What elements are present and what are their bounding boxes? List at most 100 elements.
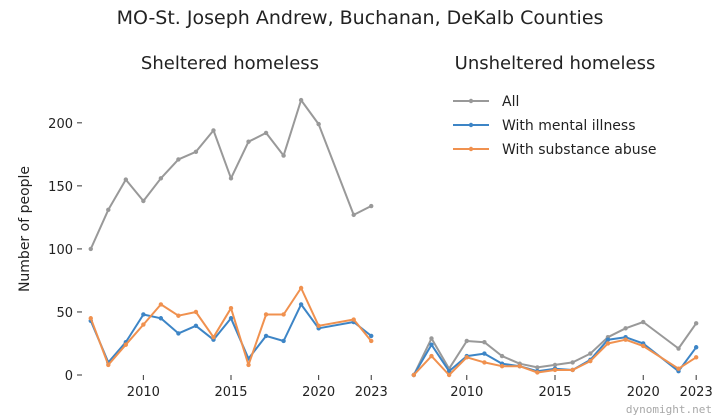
data-point — [482, 360, 487, 365]
data-point — [158, 176, 164, 181]
series-line — [413, 338, 697, 376]
data-point — [464, 338, 469, 344]
data-point — [641, 343, 646, 349]
data-point — [176, 157, 181, 162]
data-point — [281, 338, 286, 344]
x-tick-label: 2020 — [302, 385, 335, 400]
y-tick-label: 0 — [65, 369, 73, 384]
data-point — [570, 360, 575, 365]
series-line — [89, 303, 372, 364]
data-point — [176, 313, 181, 318]
x-tick-label: 2010 — [450, 385, 483, 400]
data-point — [141, 312, 146, 317]
data-point — [588, 351, 593, 356]
data-point — [281, 312, 286, 317]
data-point — [228, 316, 234, 321]
data-point — [263, 333, 269, 339]
y-tick-label: 50 — [56, 306, 73, 321]
panel-0: 2010 2015 2020 2023 0 50 100 150 200 — [48, 97, 388, 400]
x-tick-label: 2015 — [538, 385, 571, 400]
data-point — [246, 139, 251, 144]
chart-title: MO-St. Joseph Andrew, Buchanan, DeKalb C… — [117, 7, 604, 29]
x-tick-label: 2015 — [214, 385, 247, 400]
legend-swatch-point — [468, 98, 474, 104]
data-point — [123, 177, 129, 182]
data-point — [605, 337, 611, 342]
data-point — [605, 341, 611, 346]
data-point — [246, 362, 251, 368]
data-point — [211, 128, 216, 133]
data-point — [429, 353, 434, 359]
data-point — [482, 351, 487, 356]
data-point — [193, 149, 199, 155]
data-point — [141, 322, 146, 327]
data-point — [693, 345, 699, 350]
data-point — [429, 342, 434, 347]
data-point — [106, 362, 111, 368]
data-point — [517, 363, 522, 369]
data-point — [228, 176, 234, 181]
data-point — [482, 340, 487, 345]
data-point — [88, 246, 93, 252]
data-point — [228, 305, 234, 311]
panel-title-unsheltered: Unsheltered homeless — [455, 53, 656, 74]
x-tick-label: 2010 — [127, 385, 160, 400]
data-point — [588, 358, 593, 364]
data-point — [158, 316, 164, 321]
chart-marks: 2010 2015 2020 2023 0 50 100 150 200 2010 2015 2020… — [48, 97, 713, 400]
x-tick-label: 2020 — [627, 385, 660, 400]
data-point — [298, 302, 304, 307]
data-point — [570, 367, 575, 373]
legend-swatch-point — [468, 146, 474, 152]
panel-1: 2010 2015 2020 2023 — [411, 319, 713, 400]
data-point — [351, 317, 356, 322]
y-tick-label: 200 — [48, 117, 73, 132]
data-point — [263, 312, 269, 317]
legend-label: With substance abuse — [502, 142, 657, 158]
data-point — [552, 362, 558, 368]
legend-swatch-point — [468, 122, 474, 128]
data-point — [298, 285, 304, 291]
data-point — [499, 353, 505, 359]
data-point — [464, 355, 469, 360]
data-point — [693, 355, 699, 360]
data-point — [676, 366, 681, 371]
series-line — [89, 99, 372, 250]
series-line — [89, 287, 372, 366]
data-point — [158, 302, 164, 307]
data-point — [369, 203, 374, 209]
data-point — [123, 342, 129, 347]
data-point — [211, 334, 216, 340]
data-point — [499, 363, 505, 369]
series-line — [412, 321, 698, 376]
data-point — [351, 212, 356, 218]
data-point — [411, 372, 417, 378]
data-point — [535, 370, 540, 375]
data-point — [193, 309, 199, 315]
data-point — [623, 337, 628, 342]
data-point — [552, 367, 558, 373]
data-point — [535, 365, 540, 370]
data-point — [176, 331, 181, 336]
legend: All With mental illness With substance abu… — [453, 94, 657, 158]
data-point — [298, 97, 304, 103]
panel-title-sheltered: Sheltered homeless — [141, 53, 319, 74]
data-point — [369, 333, 374, 339]
data-point — [88, 316, 93, 321]
data-point — [281, 153, 286, 158]
y-tick-label: 100 — [48, 243, 73, 258]
data-point — [141, 198, 146, 204]
y-tick-label: 150 — [48, 180, 73, 195]
data-point — [446, 369, 452, 374]
watermark: dynomight.net — [626, 403, 712, 416]
data-point — [316, 121, 321, 127]
series-line — [412, 336, 698, 376]
x-tick-label: 2023 — [355, 385, 388, 400]
legend-label: All — [502, 94, 519, 110]
x-tick-label: 2023 — [680, 385, 713, 400]
y-axis-label: Number of people — [17, 166, 33, 292]
data-point — [193, 323, 199, 329]
data-point — [369, 338, 374, 344]
data-point — [641, 319, 646, 325]
